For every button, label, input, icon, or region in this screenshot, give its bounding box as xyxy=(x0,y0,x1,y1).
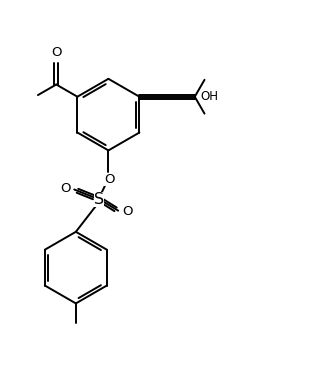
Text: OH: OH xyxy=(201,89,219,103)
Text: O: O xyxy=(122,205,133,218)
Text: O: O xyxy=(60,181,70,195)
Text: O: O xyxy=(104,172,114,185)
Text: S: S xyxy=(94,192,104,207)
Text: O: O xyxy=(51,46,61,60)
